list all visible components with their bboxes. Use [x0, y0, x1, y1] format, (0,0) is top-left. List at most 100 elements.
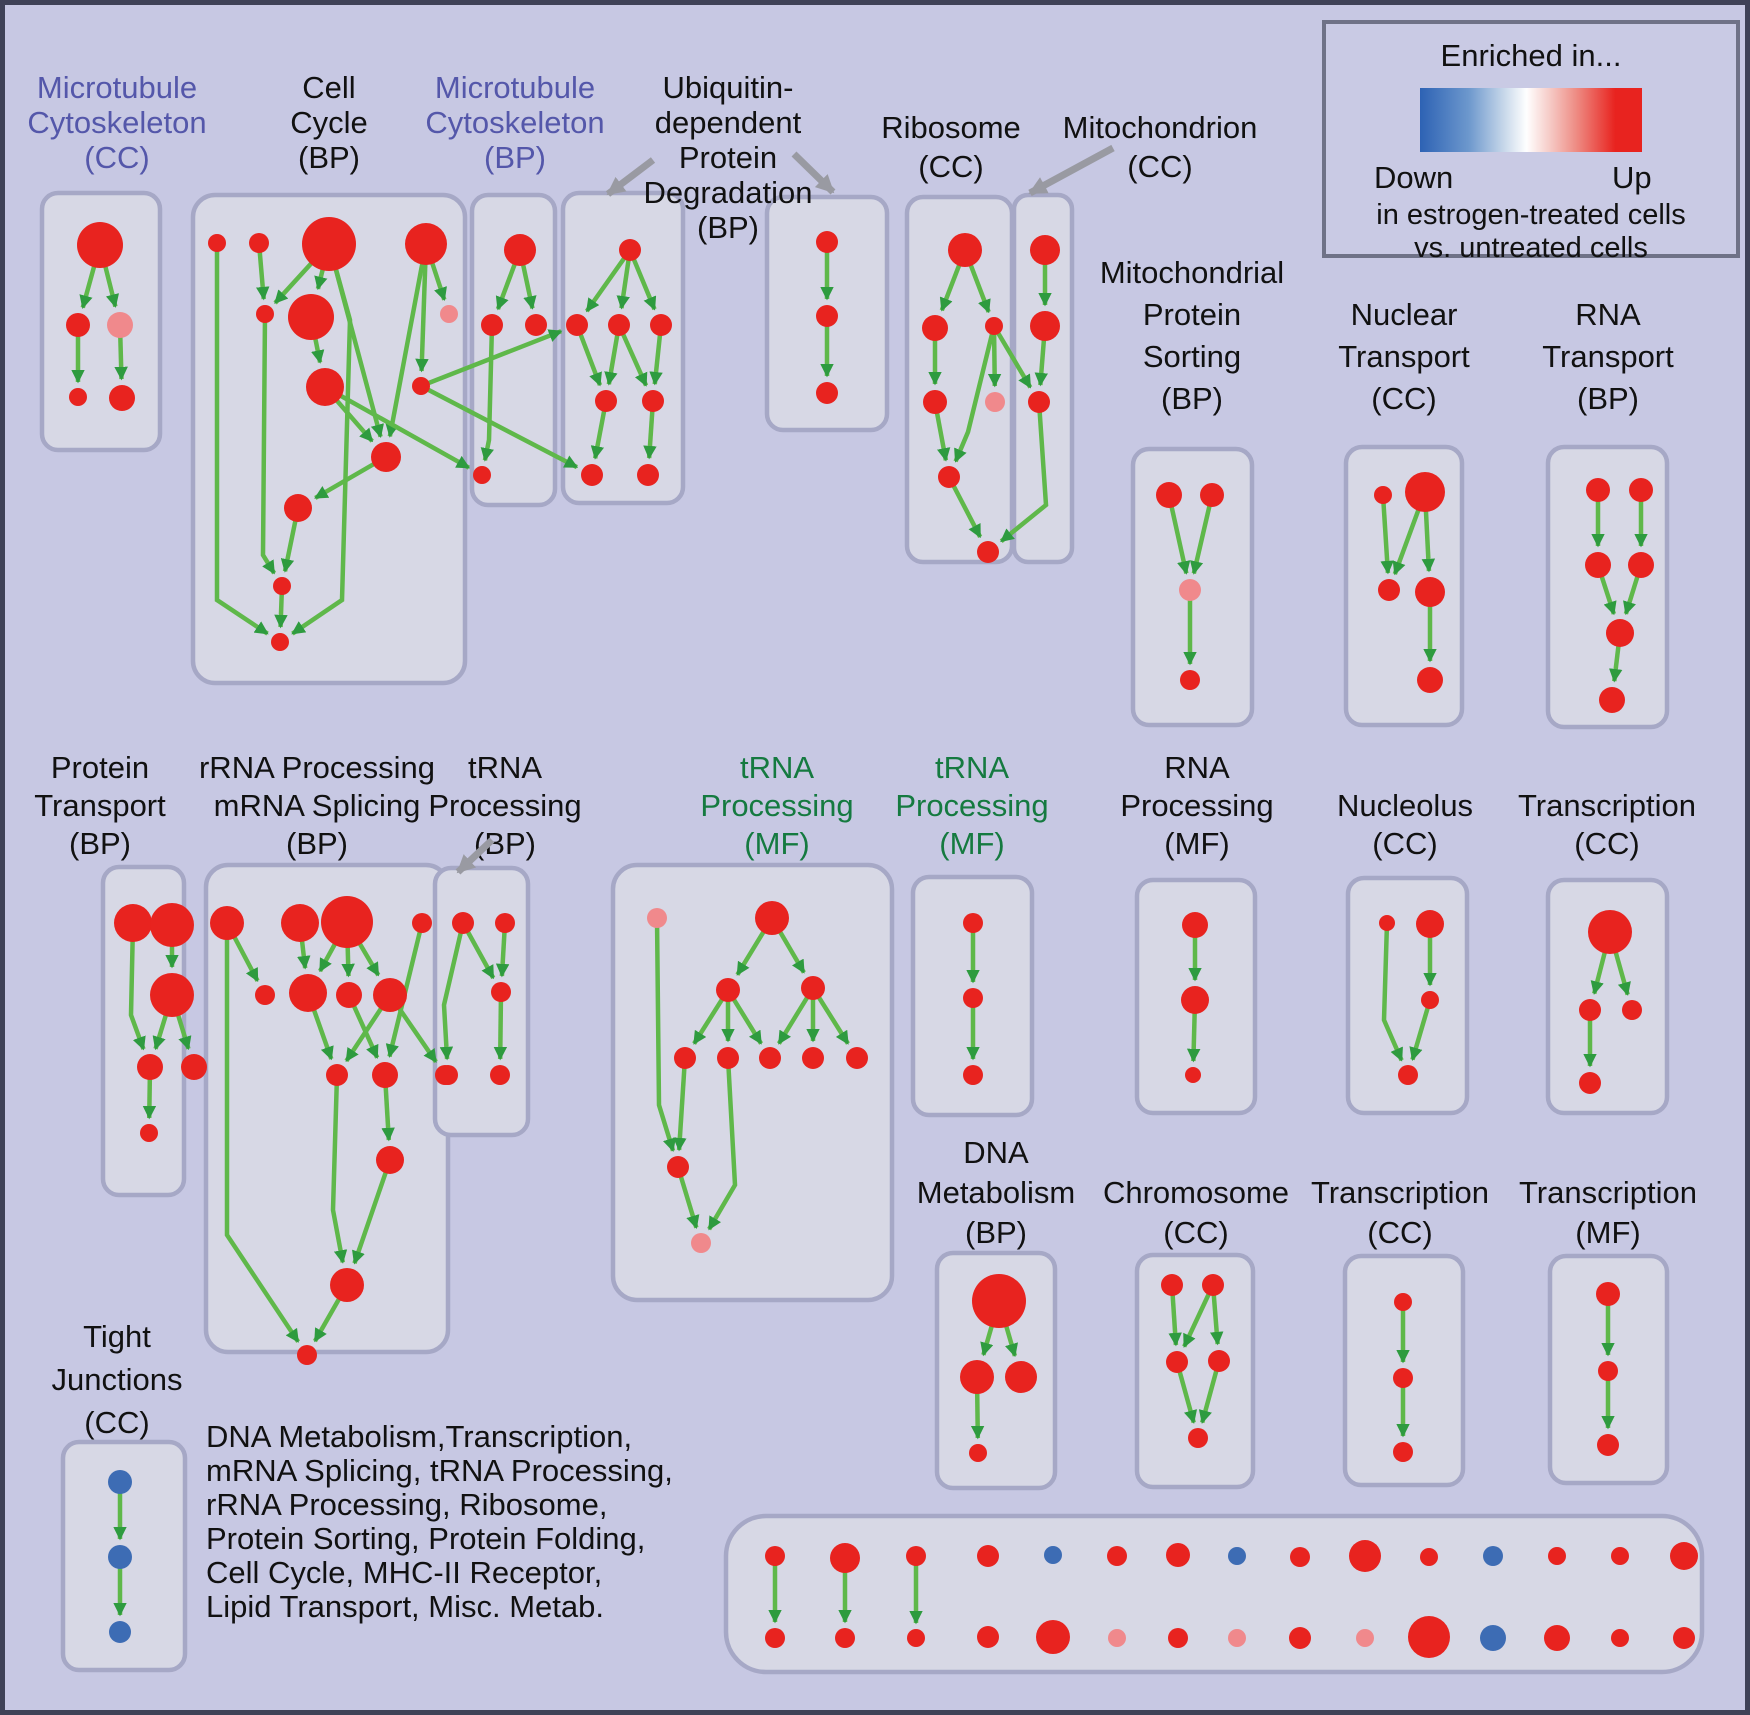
node-ubiquitin-1-D7: [581, 464, 603, 486]
node-misc-strip-X1: [765, 1546, 785, 1566]
node-rna-transport-J3: [1585, 552, 1611, 578]
edge-K1-K4: [128, 922, 146, 1051]
misc-text-line-3: Protein Sorting, Protein Folding,: [206, 1521, 645, 1556]
node-mitochondrion-G3: [1028, 391, 1050, 413]
edge-F3-F6: [953, 325, 997, 463]
node-trna-bp-M1: [452, 912, 474, 934]
node-rna-transport-J5: [1606, 619, 1634, 647]
node-chromosome-T4: [1208, 1350, 1230, 1372]
dna-metabolism-label-line-0: DNA: [963, 1135, 1029, 1170]
edge-B5-B12: [260, 313, 277, 575]
mps-label-line-3: (BP): [1161, 381, 1223, 416]
cross-edge-F3-G3: [992, 324, 1033, 389]
node-misc-strip-X5: [1044, 1546, 1062, 1564]
edge-N0-N9: [654, 917, 676, 1153]
edge-L12-L13: [352, 1159, 393, 1265]
legend-down-label: Down: [1374, 160, 1454, 195]
rna-processing-label-line-1: Processing: [1120, 788, 1273, 823]
cross-edge-B9-D7: [419, 384, 579, 470]
node-ribosome-F2: [922, 315, 948, 341]
rna-processing-label-line-2: (MF): [1164, 826, 1229, 861]
transcription-cc1-label-line-0: Transcription: [1518, 788, 1696, 823]
rna-processing-label-line-0: RNA: [1164, 750, 1230, 785]
edge-F3-F5: [987, 325, 1002, 388]
mt-cc-label-line-1: Cytoskeleton: [27, 105, 206, 140]
node-misc-strip-Y5: [1036, 1620, 1070, 1654]
node-nuclear-transport-I2: [1405, 472, 1445, 512]
node-transcription-mf-V1: [1596, 1282, 1620, 1306]
edge-T2-T3: [1182, 1284, 1216, 1348]
node-trna-mf-1-N7: [802, 1047, 824, 1069]
node-microtubule-cc-A1: [77, 222, 123, 268]
transcription-cc2-label-line-0: Transcription: [1311, 1175, 1489, 1210]
ubiquitin-label-line-2: Protein: [679, 140, 777, 175]
trna-bp-label-line-1: Processing: [428, 788, 581, 823]
edge-N4-N9: [673, 1057, 688, 1152]
mt-bp-label-line-1: Cytoskeleton: [425, 105, 604, 140]
node-microtubule-bp-C2: [481, 314, 503, 336]
node-rna-processing-mf-P1: [1182, 912, 1208, 938]
cross-edge-B9-D2: [420, 329, 563, 389]
protein-transport-label-line-0: Protein: [51, 750, 149, 785]
node-ubiquitin-1-D3: [608, 314, 630, 336]
node-trna-bp-M5: [490, 1065, 510, 1085]
tight-junctions-label-line-2: (CC): [84, 1405, 149, 1440]
node-chromosome-T2: [1202, 1274, 1224, 1296]
node-trna-mf-2-O3: [963, 1065, 983, 1085]
node-ubiquitin-1-D5: [595, 390, 617, 412]
nuclear-transport-label-line-1: Transport: [1338, 339, 1470, 374]
mt-cc-label-line-0: Microtubule: [37, 70, 197, 105]
misc-text-line-2: rRNA Processing, Ribosome,: [206, 1487, 607, 1522]
node-cell-cycle-B2: [249, 233, 269, 253]
node-mitochondrion-G1: [1030, 235, 1060, 265]
edge-F6-F7: [947, 475, 983, 539]
node-transcription-cc-2-U1: [1394, 1293, 1412, 1311]
node-misc-strip-Y14: [1611, 1629, 1629, 1647]
transcription-cc2-label-line-1: (CC): [1367, 1215, 1432, 1250]
node-microtubule-cc-A2: [66, 313, 90, 337]
cell-cycle-label-line-1: Cycle: [290, 105, 368, 140]
chromosome-label-line-0: Chromosome: [1103, 1175, 1289, 1210]
node-rrna-mrna-L5: [255, 985, 275, 1005]
node-trna-mf-1-N3: [801, 976, 825, 1000]
trna-mf1-label-line-1: Processing: [700, 788, 853, 823]
node-trna-mf-1-N6: [759, 1047, 781, 1069]
node-mitochondrion-G2: [1030, 311, 1060, 341]
node-misc-strip-X9: [1290, 1547, 1310, 1567]
trna-mf1-label-line-2: (MF): [744, 826, 809, 861]
dna-metabolism-label-line-2: (BP): [965, 1215, 1027, 1250]
mt-bp-label-line-0: Microtubule: [435, 70, 595, 105]
cluster-box-ubiquitin-1: [560, 190, 686, 506]
node-misc-strip-X7: [1166, 1543, 1190, 1567]
node-mito-protein-sorting-H4: [1180, 670, 1200, 690]
edge-D1-D2: [584, 248, 632, 313]
rrna-label-line-1: mRNA Splicing: [214, 788, 421, 823]
node-misc-strip-Y12: [1480, 1625, 1506, 1651]
node-rna-transport-J1: [1586, 478, 1610, 502]
node-microtubule-bp-C1: [504, 234, 536, 266]
transcription-cc1-label-line-1: (CC): [1574, 826, 1639, 861]
node-protein-transport-K6: [140, 1124, 158, 1142]
edge-B1-B13: [214, 243, 269, 636]
node-misc-strip-Y6: [1108, 1629, 1126, 1647]
ribosome-label-line-1: (CC): [918, 149, 983, 184]
trna-mf2-label-line-0: tRNA: [935, 750, 1009, 785]
node-dna-metabolism-S3: [1005, 1361, 1037, 1393]
node-misc-strip-X12: [1483, 1546, 1503, 1566]
node-cell-cycle-B6: [288, 294, 334, 340]
node-transcription-cc-1-R1: [1588, 910, 1632, 954]
node-dna-metabolism-S2: [960, 1360, 994, 1394]
node-nuclear-transport-I1: [1374, 486, 1392, 504]
cluster-box-dna-metabolism: [934, 1250, 1058, 1491]
legend-title: Enriched in...: [1440, 38, 1622, 73]
legend-gradient-bar: [1420, 88, 1642, 152]
misc-text-line-5: Lipid Transport, Misc. Metab.: [206, 1589, 604, 1624]
node-ubiquitin-1-D4: [650, 314, 672, 336]
node-misc-strip-X6: [1107, 1546, 1127, 1566]
node-rrna-mrna-L3: [321, 896, 373, 948]
cluster-box-misc-strip: [723, 1513, 1705, 1675]
node-cell-cycle-B5: [256, 305, 274, 323]
transcription-mf-label-line-0: Transcription: [1519, 1175, 1697, 1210]
node-protein-transport-K5: [181, 1054, 207, 1080]
